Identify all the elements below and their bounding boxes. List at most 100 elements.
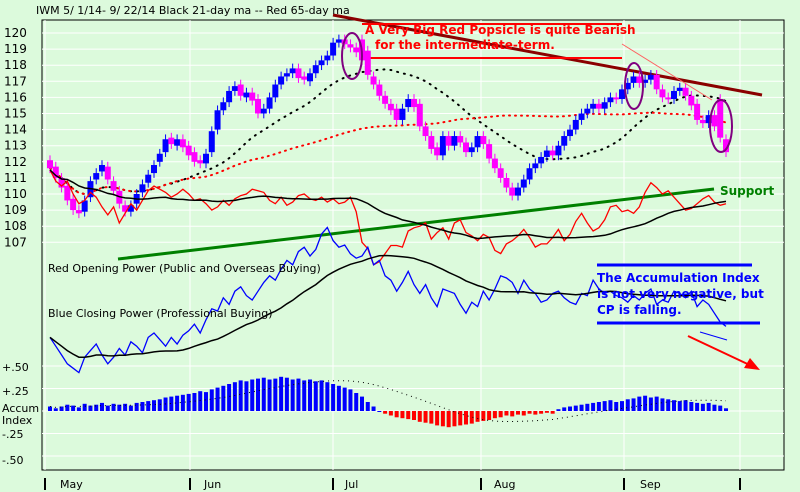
accum-bar bbox=[284, 377, 289, 411]
opening-power-line bbox=[49, 169, 727, 266]
accum-bar bbox=[429, 411, 434, 424]
candle-body bbox=[353, 47, 360, 53]
accum-bar bbox=[48, 406, 52, 411]
accum-bar bbox=[700, 403, 705, 411]
candle-body bbox=[399, 108, 406, 120]
candle-body bbox=[543, 150, 550, 157]
annotation-accum-1: The Accumulation Index bbox=[597, 271, 760, 285]
candle-body bbox=[162, 139, 169, 153]
candle-body bbox=[416, 103, 423, 127]
accum-bar bbox=[718, 405, 723, 411]
accum-bar bbox=[325, 382, 330, 411]
accum-bar bbox=[562, 407, 567, 411]
accum-bar bbox=[227, 384, 232, 411]
candle-body bbox=[260, 108, 267, 114]
accum-bar bbox=[65, 404, 70, 411]
accum-bar bbox=[533, 411, 538, 415]
accum-bar bbox=[573, 405, 578, 411]
candle-body bbox=[676, 87, 683, 91]
candle-body bbox=[480, 136, 487, 145]
candle-body bbox=[682, 87, 689, 96]
accum-bar bbox=[568, 406, 572, 411]
accum-label-minus50: -.50 bbox=[2, 454, 23, 467]
accum-ma-line bbox=[49, 380, 727, 422]
candle-body bbox=[145, 174, 152, 183]
plot-frame bbox=[41, 19, 785, 471]
accum-bar bbox=[134, 402, 139, 411]
candle-body bbox=[671, 90, 677, 100]
candle-body bbox=[139, 184, 146, 193]
accum-bar bbox=[209, 389, 214, 411]
candle-body bbox=[503, 177, 510, 188]
candle-body bbox=[70, 198, 77, 211]
candle-body bbox=[694, 103, 701, 120]
candle-body bbox=[185, 145, 192, 156]
accum-bar bbox=[71, 405, 76, 411]
annotation-support: Support bbox=[720, 184, 775, 198]
candle-body bbox=[642, 79, 649, 83]
y-tick-label: 113 bbox=[4, 139, 27, 153]
accum-bar bbox=[458, 411, 463, 426]
closing-power-ma-line bbox=[49, 254, 727, 358]
resistance-line bbox=[332, 13, 763, 97]
candle-body bbox=[578, 113, 585, 120]
moving-averages bbox=[49, 68, 727, 196]
candles bbox=[47, 34, 729, 219]
candle-body bbox=[324, 55, 331, 61]
accum-bar bbox=[186, 393, 191, 411]
accum-bar bbox=[464, 411, 468, 425]
cp-falling-arrow bbox=[687, 335, 757, 369]
accum-bar bbox=[175, 395, 180, 411]
accum-bar bbox=[394, 411, 399, 418]
candle-body bbox=[376, 84, 383, 96]
accum-bar bbox=[232, 382, 237, 411]
accum-bar bbox=[204, 392, 208, 411]
accum-bar bbox=[336, 385, 341, 411]
accum-bar bbox=[290, 379, 295, 411]
accum-bar bbox=[388, 411, 393, 416]
support-line bbox=[117, 187, 715, 261]
accum-bar bbox=[521, 411, 526, 416]
accum-bar bbox=[417, 411, 422, 422]
candle-body bbox=[463, 142, 469, 153]
accum-bar bbox=[267, 379, 272, 411]
accum-label-plus25: +.25 bbox=[2, 385, 29, 398]
candle-body bbox=[110, 181, 117, 191]
accum-bar bbox=[105, 405, 110, 411]
accum-bar bbox=[313, 381, 318, 411]
candle-body bbox=[607, 97, 614, 103]
candle-body bbox=[197, 160, 204, 164]
accum-bar bbox=[614, 402, 619, 411]
accum-bar bbox=[279, 376, 284, 411]
candle-body bbox=[520, 179, 527, 188]
candle-body bbox=[151, 165, 157, 174]
accum-bar bbox=[169, 396, 174, 411]
candle-body bbox=[370, 76, 377, 85]
accum-bar bbox=[273, 378, 278, 411]
accum-bar bbox=[689, 402, 694, 411]
accum-bar bbox=[111, 403, 116, 411]
accum-bar bbox=[180, 394, 185, 411]
accum-bar bbox=[198, 391, 203, 411]
candle-body bbox=[619, 89, 625, 100]
accum-bar bbox=[585, 403, 590, 411]
candle-body bbox=[179, 139, 186, 148]
accum-bar bbox=[296, 378, 301, 411]
candle-body bbox=[278, 76, 285, 85]
candle-body bbox=[497, 168, 504, 178]
candle-body bbox=[226, 90, 233, 103]
candle-body bbox=[255, 99, 261, 114]
candle-body bbox=[191, 152, 198, 162]
candle-body bbox=[283, 73, 290, 77]
candle-body bbox=[711, 115, 718, 127]
candle-body bbox=[237, 84, 244, 96]
candle-body bbox=[555, 145, 562, 156]
accum-bar bbox=[100, 402, 104, 411]
accum-bar bbox=[88, 405, 93, 411]
candle-body bbox=[387, 103, 394, 111]
pointer-line bbox=[621, 43, 713, 101]
candle-body bbox=[104, 166, 111, 180]
candle-body bbox=[411, 99, 417, 108]
candle-body bbox=[434, 147, 441, 156]
